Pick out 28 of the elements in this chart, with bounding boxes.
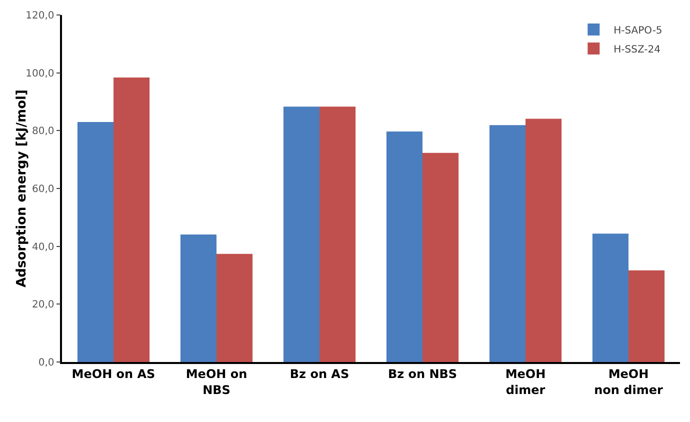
bar bbox=[628, 270, 665, 362]
legend-label: H-SAPO-5 bbox=[614, 25, 662, 36]
y-tick-label: 60,0 bbox=[32, 184, 54, 195]
y-tick-label: 40,0 bbox=[32, 242, 54, 253]
x-tick-label: Bz on NBS bbox=[388, 367, 458, 382]
bar bbox=[180, 234, 216, 362]
y-tick-label: 20,0 bbox=[32, 300, 54, 311]
bar bbox=[77, 122, 114, 362]
x-tick-label: MeOH non dimer bbox=[594, 367, 663, 397]
bar bbox=[422, 152, 459, 362]
legend-label: H-SSZ-24 bbox=[614, 44, 660, 56]
bar bbox=[320, 106, 356, 362]
bar bbox=[592, 234, 628, 362]
bar bbox=[283, 106, 320, 362]
y-tick-label: 120,0 bbox=[26, 10, 54, 22]
bar bbox=[526, 118, 562, 362]
x-tick-label: MeOH on NBS bbox=[186, 367, 248, 397]
bar bbox=[114, 77, 150, 362]
x-tick-label: MeOH dimer bbox=[505, 367, 546, 397]
bar bbox=[386, 132, 422, 362]
bar bbox=[489, 125, 526, 362]
y-tick-label: 0,0 bbox=[38, 358, 54, 368]
x-tick-label: MeOH on AS bbox=[72, 367, 156, 382]
y-tick-label: 100,0 bbox=[26, 68, 54, 80]
y-axis-title: Adsorption energy [kJ/mol] bbox=[14, 90, 30, 288]
bar bbox=[216, 254, 253, 362]
y-tick-label: 80,0 bbox=[32, 126, 54, 138]
x-tick-label: Bz on AS bbox=[290, 367, 350, 382]
